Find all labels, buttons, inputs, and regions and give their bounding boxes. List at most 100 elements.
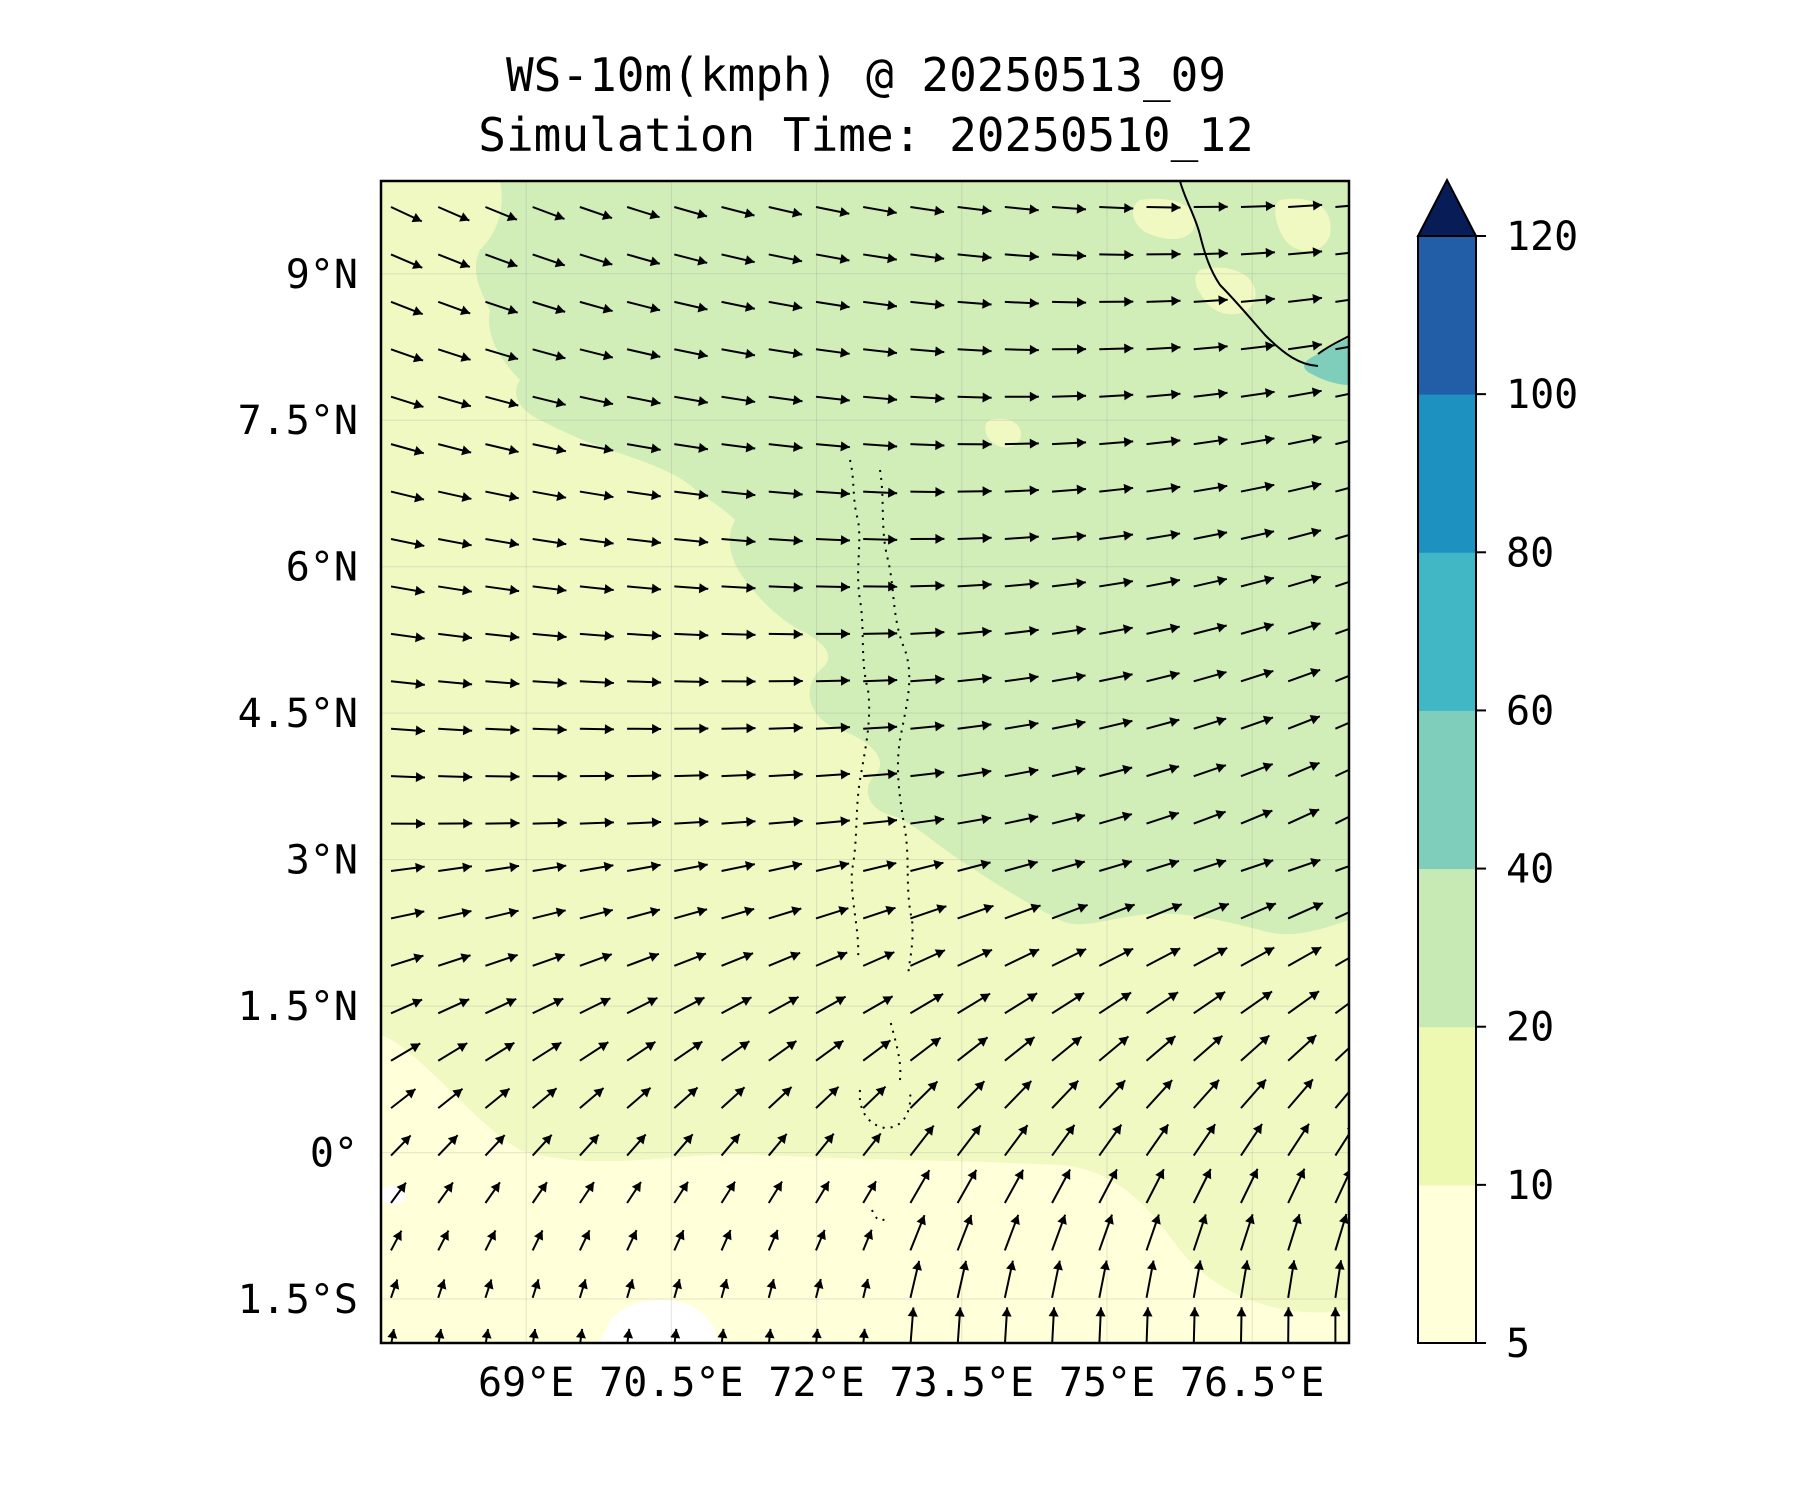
- x-tick-label: 69°E: [478, 1360, 574, 1406]
- wind-arrow: [485, 678, 520, 689]
- wind-arrow: [863, 769, 898, 780]
- wind-arrow: [1001, 1307, 1012, 1343]
- wind-arrow: [1335, 298, 1349, 303]
- wind-arrow: [579, 817, 614, 828]
- x-tick-label: 73.5°E: [890, 1360, 1035, 1406]
- wind-arrow: [1004, 813, 1039, 825]
- y-tick-label: 4.5°N: [238, 691, 358, 737]
- wind-arrow: [1335, 627, 1349, 635]
- wind-arrow: [1192, 1214, 1208, 1251]
- wind-arrow: [1288, 340, 1322, 351]
- wind-arrow: [1146, 576, 1181, 588]
- wind-arrow: [909, 1169, 931, 1204]
- wind-arrow: [768, 206, 803, 218]
- wind-arrow: [954, 1307, 965, 1343]
- wind-arrow: [390, 1088, 417, 1109]
- wind-arrow: [721, 770, 756, 781]
- wind-arrow: [1334, 1213, 1349, 1251]
- wind-arrow: [579, 770, 614, 781]
- wind-arrow: [438, 862, 473, 873]
- wind-arrow: [768, 906, 802, 920]
- wind-arrow: [438, 538, 472, 549]
- wind-arrow: [910, 627, 945, 638]
- wind-arrow: [1098, 947, 1134, 967]
- wind-arrow: [863, 722, 898, 733]
- wind-arrow: [1192, 1168, 1212, 1204]
- wind-arrow: [485, 862, 520, 873]
- wind-arrow: [957, 904, 994, 920]
- wind-arrow: [862, 905, 896, 920]
- colorbar-extend-arrow: [1416, 177, 1478, 237]
- wind-arrow: [721, 536, 756, 546]
- wind-arrow: [1098, 1260, 1110, 1299]
- wind-arrow: [720, 1040, 750, 1062]
- colorbar-tick-label: 20: [1506, 1005, 1554, 1051]
- wind-arrow: [1003, 1260, 1016, 1299]
- wind-arrow: [957, 859, 991, 872]
- wind-arrow: [532, 631, 567, 642]
- wind-arrow: [390, 908, 425, 920]
- wind-arrow: [674, 348, 708, 360]
- wind-arrow: [910, 440, 945, 451]
- wind-arrow: [1189, 1307, 1200, 1343]
- wind-arrow: [1193, 482, 1228, 493]
- wind-arrow: [532, 817, 567, 828]
- wind-arrow: [532, 952, 566, 967]
- wind-arrow: [1240, 388, 1275, 399]
- wind-arrow: [532, 724, 567, 735]
- wind-arrow: [1099, 343, 1134, 354]
- wind-arrow: [485, 300, 519, 315]
- wind-arrow: [1193, 716, 1227, 730]
- wind-arrow: [674, 676, 709, 687]
- wind-arrow: [626, 1181, 642, 1204]
- wind-arrow: [1240, 247, 1275, 258]
- wind-arrow: [1142, 1307, 1153, 1343]
- wind-arrow: [1240, 528, 1275, 540]
- wind-arrow: [1004, 485, 1039, 496]
- wind-arrow: [860, 1278, 871, 1299]
- wind-arrow: [531, 1279, 541, 1299]
- wind-arrow: [1240, 1034, 1270, 1062]
- wind-arrow: [1240, 946, 1275, 967]
- wind-arrow: [1145, 1168, 1165, 1204]
- wind-arrow: [768, 676, 803, 687]
- wind-arrow: [1334, 911, 1349, 920]
- wind-arrow: [626, 861, 661, 872]
- wind-arrow: [1240, 622, 1274, 635]
- wind-arrow: [674, 630, 709, 641]
- wind-arrow: [1193, 902, 1230, 920]
- wind-arrow: [437, 1181, 454, 1204]
- wind-arrow: [956, 1169, 978, 1204]
- wind-arrow: [579, 1181, 595, 1204]
- wind-arrow: [909, 1080, 939, 1109]
- wind-arrow: [390, 1134, 412, 1157]
- wind-arrow: [390, 538, 425, 549]
- wind-arrow: [957, 948, 993, 967]
- wind-arrow: [532, 253, 566, 268]
- wind-arrow: [957, 486, 992, 497]
- wind-arrow: [1283, 1307, 1294, 1343]
- wind-arrow: [485, 724, 520, 735]
- wind-arrow: [1146, 902, 1183, 920]
- wind-arrow: [1239, 1260, 1251, 1299]
- wind-arrow: [721, 996, 752, 1015]
- wind-arrow: [626, 1087, 652, 1109]
- wind-arrow: [626, 536, 661, 547]
- wind-arrow: [485, 538, 520, 549]
- colorbar-swatch: [1418, 394, 1476, 553]
- wind-arrow: [390, 725, 425, 736]
- wind-arrow: [1193, 991, 1226, 1015]
- wind-arrow: [1335, 533, 1349, 540]
- wind-arrow: [390, 348, 424, 363]
- wind-arrow: [626, 348, 661, 360]
- wind-arrow: [485, 631, 520, 642]
- wind-arrow: [532, 395, 566, 408]
- wind-arrow: [674, 723, 709, 734]
- wind-arrow: [438, 678, 473, 689]
- wind-arrow: [721, 951, 754, 967]
- wind-arrow: [721, 489, 756, 500]
- wind-arrow: [579, 952, 613, 967]
- wind-arrow: [1335, 674, 1349, 683]
- wind-arrow: [1052, 344, 1087, 355]
- wind-arrow: [1051, 1260, 1063, 1299]
